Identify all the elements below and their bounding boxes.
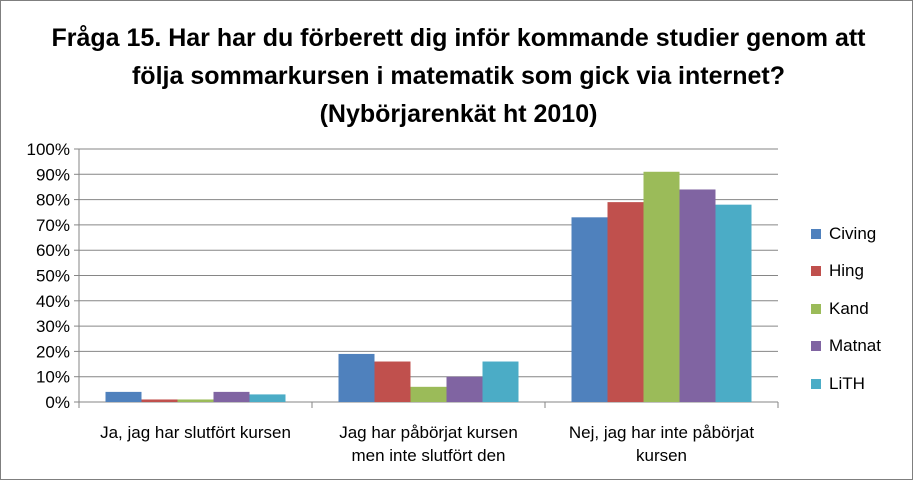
y-tick-label: 80% [36,191,70,210]
bar-kand [410,386,447,402]
legend-swatch [811,341,821,352]
legend-item: Hing [811,253,881,291]
legend-label: Matnat [829,336,881,356]
bar-matnat [446,376,483,402]
bar-lith [482,361,519,402]
bar-civing [571,217,608,402]
legend-swatch [811,378,821,389]
bar-hing [607,202,644,402]
legend-swatch [811,228,821,239]
x-tick-label: Nej, jag har inte påbörjat [569,423,755,442]
bar-hing [141,399,178,402]
chart-title: Fråga 15. Har har du förberett dig inför… [51,24,866,128]
y-tick-label: 40% [36,292,70,311]
legend-swatch [811,303,821,314]
legend-label: Hing [829,261,864,281]
bar-lith [249,394,286,402]
y-tick-label: 0% [45,393,70,412]
x-tick-label: men inte slutfört den [351,446,505,465]
bar-civing [105,391,142,402]
y-tick-label: 10% [36,368,70,387]
chart-legend: Civing Hing Kand Matnat LiTH [811,215,881,403]
bar-kand [177,399,214,402]
x-tick-label: kursen [636,446,687,465]
bar-matnat [213,391,250,402]
bar-matnat [679,189,716,402]
y-tick-label: 60% [36,241,70,260]
x-tick-label: Ja, jag har slutfört kursen [100,423,291,442]
legend-swatch [811,266,821,277]
x-tick-label: Jag har påbörjat kursen [339,423,518,442]
legend-label: Civing [829,223,877,243]
y-tick-label: 90% [36,165,70,184]
legend-label: LiTH [829,373,865,393]
y-tick-label: 70% [36,216,70,235]
y-tick-label: 100% [27,140,70,159]
legend-item: Civing [811,215,881,253]
bar-lith [715,204,752,402]
legend-item: LiTH [811,365,881,403]
legend-item: Matnat [811,328,881,366]
bar-civing [338,353,375,402]
legend-label: Kand [829,298,869,318]
y-tick-label: 30% [36,317,70,336]
bar-hing [374,361,411,402]
legend-item: Kand [811,290,881,328]
y-tick-label: 50% [36,267,70,286]
y-tick-label: 20% [36,342,70,361]
bar-kand [643,171,680,402]
